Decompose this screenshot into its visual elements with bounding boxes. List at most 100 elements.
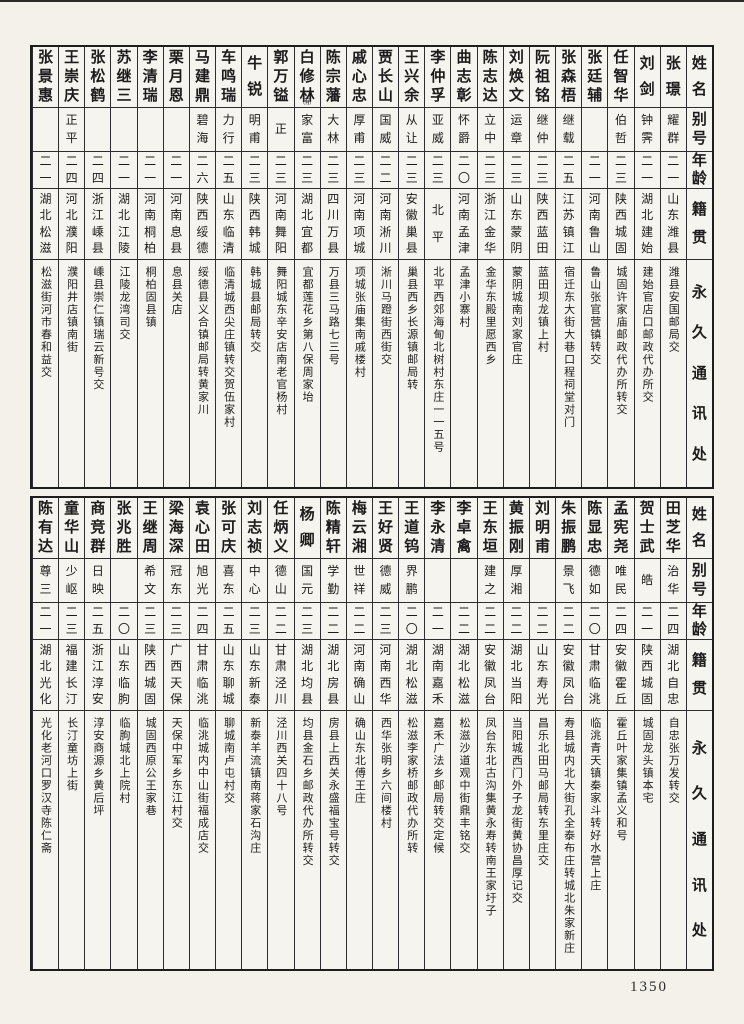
entry-name: 王东垣 <box>482 501 498 555</box>
entry-name: 张璟 <box>665 56 681 98</box>
address-cell: 鲁山张官营镇转交 <box>582 260 607 487</box>
age-cell: 二三 <box>425 152 451 189</box>
age-cell: 二〇 <box>451 152 477 189</box>
entry-column: 李卓禽 二二 湖北松滋 松滋沙道观中街鼎丰铭交 <box>450 498 477 969</box>
name-cell: 张景惠 <box>32 47 59 108</box>
name-cell: 刘志祯 <box>242 498 268 559</box>
alias-cell: 正 <box>268 108 294 152</box>
entry-address: 临清城西尖庄镇转交贺伍家村 <box>222 266 235 429</box>
native-place-cell: 湖北松滋 <box>32 189 59 260</box>
name-cell: 刘焕文 <box>503 47 529 108</box>
native-place-cell: 陕西城固 <box>608 189 634 260</box>
entry-address: 松滋李家桥邮政代办所转 <box>405 717 418 855</box>
entry-name: 戚心忠 <box>351 50 367 104</box>
entry-address: 确山东北傅王庄 <box>353 717 366 805</box>
entry-column: 任智华 伯哲 二三 陕西城固 城固许家庙邮政代办所转交 <box>607 47 634 487</box>
entry-column: 田芝华 治华 二四 湖北自忠 自忠张万发转交 <box>659 498 686 969</box>
age-cell: 二三 <box>399 152 425 189</box>
entry-column: 任炳义 德山 二二 甘肃泾川 泾川西关四十八号 <box>267 498 294 969</box>
alias-cell: 世祥 <box>346 559 372 603</box>
entry-name: 曲志彰 <box>456 50 472 104</box>
entry-name: 袁心田 <box>194 501 210 555</box>
age-cell: 二三 <box>294 152 320 189</box>
entry-column: 张廷辅 二一 河南鲁山 鲁山张官营镇转交 <box>581 47 608 487</box>
alias-cell: 喜东 <box>216 559 242 603</box>
age-cell: 二一 <box>137 152 163 189</box>
native-place-cell: 甘肃临洮 <box>582 640 608 711</box>
alias-cell: 继载 <box>556 108 582 152</box>
native-place-cell: 湖北均县 <box>294 640 320 711</box>
entry-column: 杨卿 国元 二三 湖北均县 均县金石乡邮政代办所转交 <box>293 498 320 969</box>
alias-cell <box>425 559 451 603</box>
alias-cell: 碧海 <box>189 108 216 152</box>
native-place-cell: 河北濮阳 <box>59 189 85 260</box>
entry-name: 张廷辅 <box>587 50 603 104</box>
address-cell: 淅川马蹬街西街交 <box>373 260 398 487</box>
name-cell: 刘剑 <box>634 47 660 108</box>
name-cell: 贺士武 <box>634 498 660 559</box>
entry-column: 陈志达 立中 二三 浙江金华 金华东殿里愿西乡 <box>476 47 503 487</box>
native-place-cell: 湖北光化 <box>32 640 59 711</box>
entry-address: 新泰羊流镇南蒋家石沟庄 <box>248 717 261 855</box>
address-cell: 光化老河口罗汉寺陈仁斋 <box>33 711 58 969</box>
alias-cell <box>582 108 608 152</box>
address-cell: 临朐城北上院村 <box>111 711 136 969</box>
entry-address: 蓝田坝龙镇上村 <box>536 266 549 354</box>
native-place-cell: 河南淅川 <box>372 189 399 260</box>
entry-address: 寿县城内北大街孔全泰布庄转城北朱家新庄 <box>562 717 575 955</box>
name-cell: 杨卿 <box>294 498 320 559</box>
native-place-cell: 陕西韩城 <box>242 189 268 260</box>
name-cell: 孟宪尧 <box>608 498 634 559</box>
address-cell: 霍丘叶家集镇孟义和号 <box>608 711 633 969</box>
native-place-cell: 浙江嵊县 <box>85 189 111 260</box>
address-cell: 自忠张万发转交 <box>661 711 686 969</box>
entry-address: 鲁山张官营镇转交 <box>588 266 601 366</box>
native-place-cell: 安徽凤台 <box>477 640 503 711</box>
entry-address: 自忠张万发转交 <box>667 717 680 805</box>
entry-column: 栗月恩 二一 河南息县 息县关店 <box>162 47 189 487</box>
alias-cell: 中心 <box>242 559 268 603</box>
age-cell: 二〇 <box>399 603 425 640</box>
address-cell: 城固龙头镇本宅 <box>635 711 660 969</box>
address-cell: 确山东北傅王庄 <box>347 711 372 969</box>
name-cell: 田芝华 <box>660 498 686 559</box>
address-cell: 寿县城内北大街孔全泰布庄转城北朱家新庄 <box>556 711 581 969</box>
entry-column: 白修林 ㈲ 家富 二三 湖北宜都 宜都莲花乡第八保周家坮 <box>293 47 320 487</box>
alias-cell: 唯民 <box>608 559 634 603</box>
entry-name: 牛锐 <box>247 56 263 98</box>
header-address: 永久通讯处 <box>691 284 707 463</box>
entry-name: 王崇庆 <box>64 50 80 104</box>
name-cell: 阮祖铭 <box>529 47 556 108</box>
entry-address: 北平西郊海甸北树村东庄一一五号 <box>431 266 444 454</box>
alias-cell: 钟霁 <box>634 108 660 152</box>
address-cell: 息县关店 <box>164 260 189 487</box>
entry-address: 桐柏固县镇 <box>144 266 157 329</box>
name-cell: 戚心忠 <box>346 47 372 108</box>
address-cell: 松滋沙道观中街鼎丰铭交 <box>451 711 476 969</box>
entry-name: 任智华 <box>613 50 629 104</box>
entry-name: 田芝华 <box>665 501 681 555</box>
native-place-cell: 甘肃泾川 <box>268 640 294 711</box>
entry-column: 袁心田 旭光 二四 甘肃临洮 临洮城内中山街福成店交 <box>188 498 216 969</box>
name-cell: 王继周 <box>137 498 163 559</box>
entry-name: 张松鹤 <box>90 50 106 104</box>
age-cell: 二一 <box>634 152 660 189</box>
name-cell: 王好贤 <box>372 498 399 559</box>
entry-name: 栗月恩 <box>168 50 184 104</box>
name-cell: 陈宗藩 <box>320 47 346 108</box>
entry-address: 城固龙头镇本宅 <box>641 717 654 805</box>
age-cell: 二三 <box>346 152 372 189</box>
age-cell: 二一 <box>111 152 137 189</box>
name-cell: 王兴余 <box>399 47 425 108</box>
name-cell: 陈精轩 <box>320 498 346 559</box>
entry-column: 张兆胜 二〇 山东临朐 临朐城北上院村 <box>110 498 137 969</box>
alias-cell: 建之 <box>477 559 503 603</box>
entry-address: 息县关店 <box>170 266 183 316</box>
entry-address: 潍县安国邮局交 <box>667 266 680 354</box>
address-cell: 宜都莲花乡第八保周家坮 <box>295 260 320 487</box>
header-native-place: 籍贯 <box>686 189 712 260</box>
entry-address: 建始官店口邮政代办所交 <box>641 266 654 404</box>
header-address: 永久通讯处 <box>691 740 707 940</box>
entry-column: 张璟 耀群 二一 山东潍县 潍县安国邮局交 <box>659 47 686 487</box>
address-cell: 江陵龙湾司交 <box>111 260 136 487</box>
